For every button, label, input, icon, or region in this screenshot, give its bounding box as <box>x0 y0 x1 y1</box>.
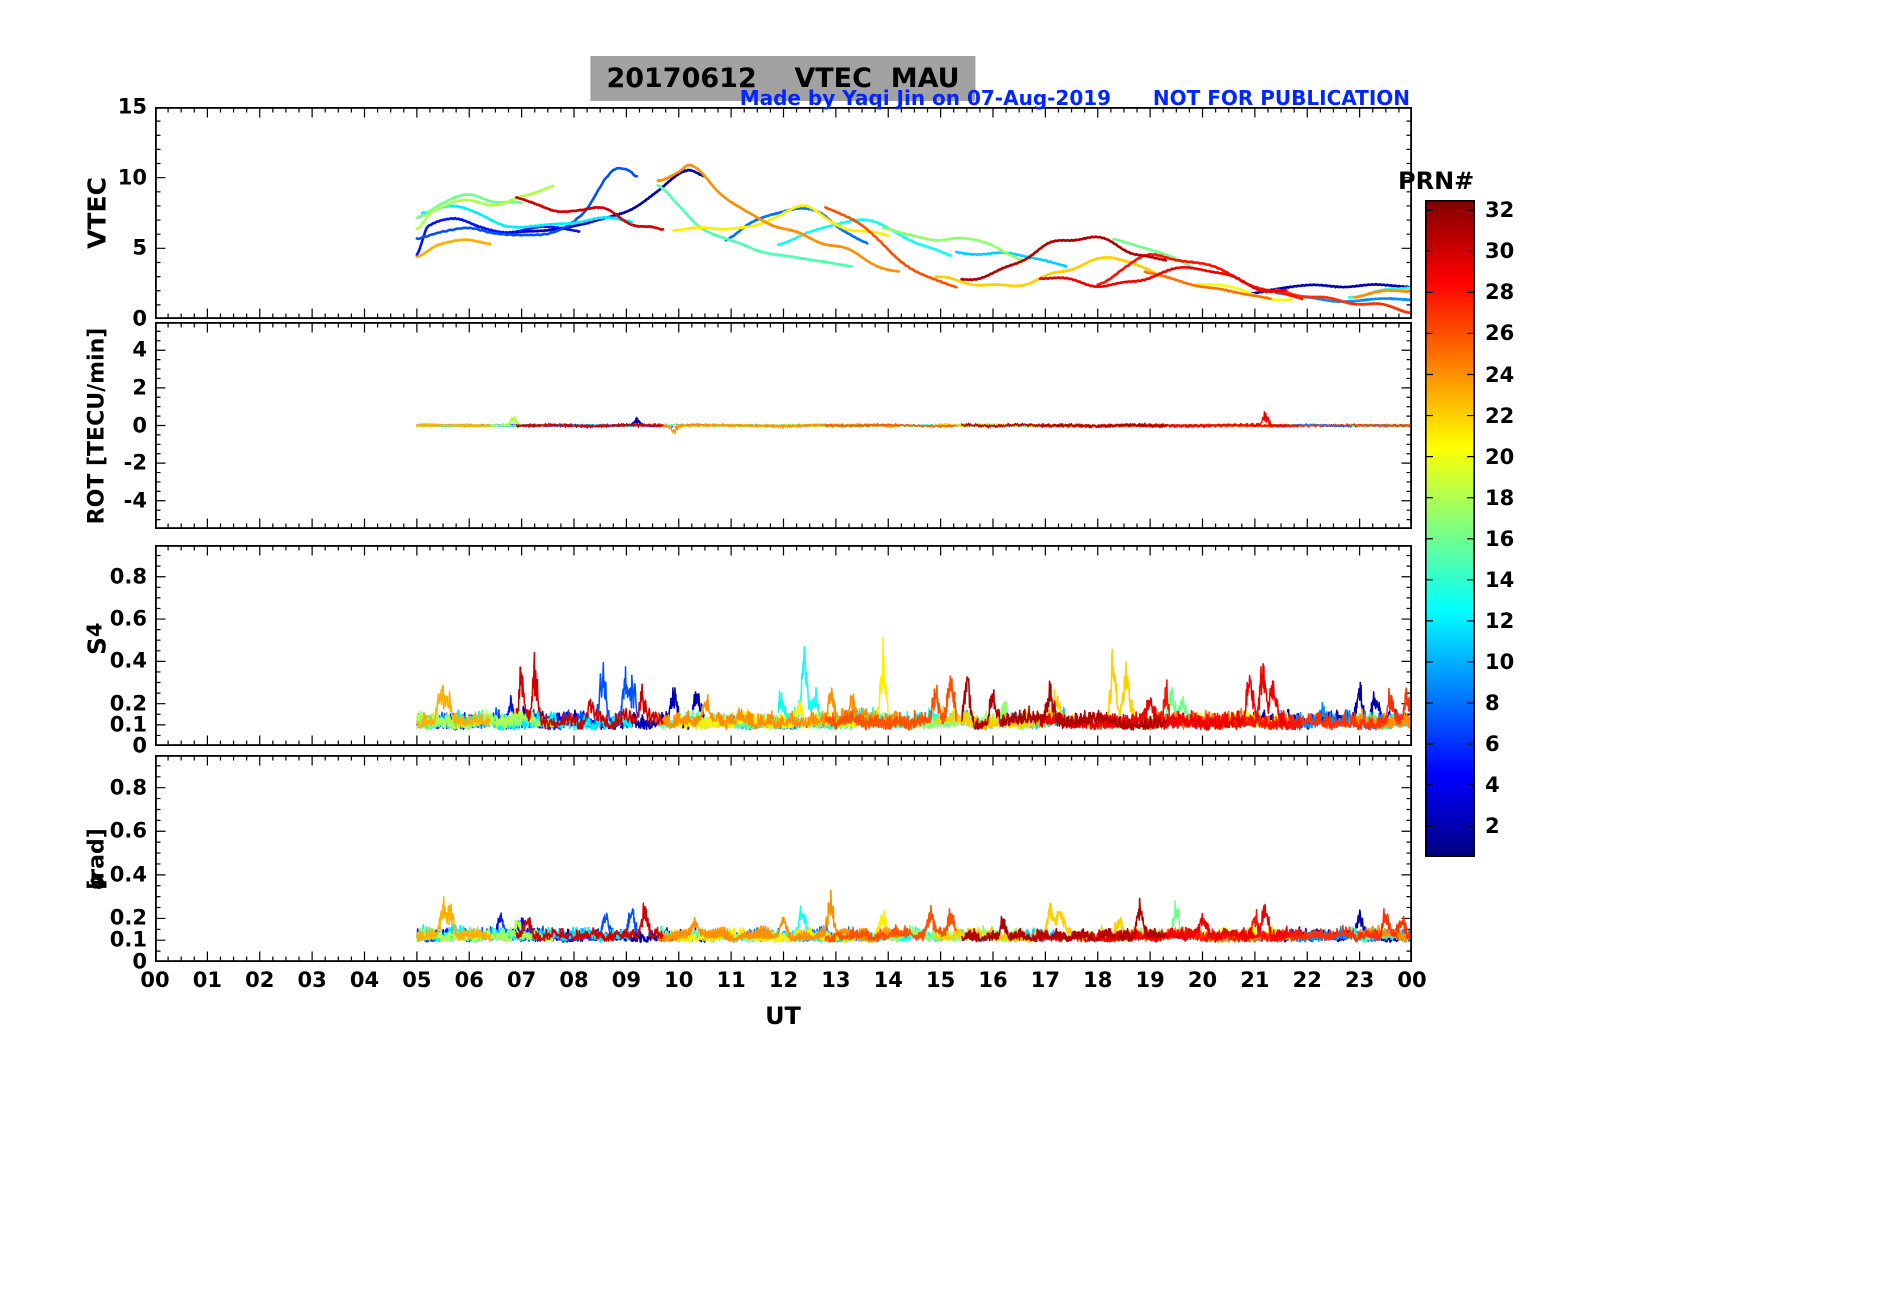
x-tick-label: 19 <box>1135 968 1165 992</box>
x-tick-label: 23 <box>1345 968 1375 992</box>
colorbar-tick-label: 20 <box>1485 444 1515 469</box>
x-tick-label: 12 <box>768 968 799 992</box>
colorbar-title: PRN# <box>1398 167 1475 195</box>
y-tick-label: 5 <box>132 235 147 260</box>
y-tick-label: 0 <box>132 733 147 758</box>
colorbar-tick-label: 8 <box>1485 691 1500 716</box>
x-tick-label: 14 <box>873 968 903 992</box>
colorbar <box>1425 200 1475 857</box>
s4-panel-plot <box>155 545 1412 746</box>
x-tick-label: 05 <box>402 968 432 992</box>
y-tick-label: 4 <box>132 337 147 362</box>
colorbar-tick-label: 4 <box>1485 773 1500 798</box>
y-tick-label: 0.2 <box>109 691 147 716</box>
y-tick-label: 0.8 <box>109 775 147 800</box>
colorbar-tick-label: 26 <box>1485 321 1515 346</box>
y-tick-label: 0 <box>132 306 147 331</box>
figure-title: 20170612 VTEC MAU <box>590 56 976 101</box>
y-tick-label: 0.1 <box>109 927 147 952</box>
y-tick-label: 0.2 <box>109 905 147 930</box>
x-tick-label: 17 <box>1030 968 1060 992</box>
x-tick-label: 08 <box>559 968 589 992</box>
x-tick-label: 00 <box>1397 968 1427 992</box>
x-tick-label: 21 <box>1240 968 1270 992</box>
colorbar-tick-label: 24 <box>1485 362 1515 387</box>
colorbar-tick-label: 22 <box>1485 403 1515 428</box>
y-tick-label: 0.8 <box>109 564 147 589</box>
y-tick-label: 0.6 <box>109 606 147 631</box>
x-tick-label: 13 <box>821 968 851 992</box>
colorbar-tick-label: 30 <box>1485 239 1515 264</box>
x-tick-label: 15 <box>926 968 956 992</box>
colorbar-tick-label: 18 <box>1485 485 1515 510</box>
colorbar-tick-label: 14 <box>1485 567 1515 592</box>
x-tick-label: 00 <box>140 968 170 992</box>
x-tick-label: 06 <box>454 968 484 992</box>
x-tick-label: 02 <box>245 968 275 992</box>
y-tick-label: 0.4 <box>109 648 147 673</box>
x-tick-label: 04 <box>349 968 380 992</box>
colorbar-tick-label: 16 <box>1485 526 1515 551</box>
x-tick-label: 22 <box>1292 968 1322 992</box>
x-tick-label: 10 <box>664 968 694 992</box>
colorbar-tick-label: 10 <box>1485 649 1515 674</box>
x-tick-label: 16 <box>978 968 1008 992</box>
x-axis-label: UT <box>765 1002 801 1030</box>
colorbar-tick-label: 6 <box>1485 732 1500 757</box>
colorbar-tick-label: 2 <box>1485 814 1500 839</box>
colorbar-tick-label: 12 <box>1485 608 1515 633</box>
y-tick-label: 0.6 <box>109 818 147 843</box>
vtec-panel-plot <box>155 107 1412 319</box>
y-tick-label: -4 <box>123 488 147 513</box>
annotation-watermark: Made by Yaqi Jin on 07-Aug-2019 NOT FOR … <box>739 86 1410 110</box>
y-tick-label: 2 <box>132 375 147 400</box>
x-tick-label: 20 <box>1187 968 1218 992</box>
x-tick-label: 01 <box>192 968 222 992</box>
sigma-phi-panel-plot <box>155 755 1412 962</box>
y-tick-label: -2 <box>123 450 147 475</box>
y-tick-label: 0 <box>132 949 147 974</box>
x-tick-label: 11 <box>716 968 746 992</box>
x-tick-label: 03 <box>297 968 327 992</box>
y-tick-label: 15 <box>117 94 147 119</box>
x-tick-label: 07 <box>507 968 537 992</box>
colorbar-tick-label: 32 <box>1485 198 1515 223</box>
y-tick-label: 0 <box>132 413 147 438</box>
rot-panel-plot <box>155 322 1412 529</box>
y-tick-label: 10 <box>117 165 147 190</box>
x-tick-label: 09 <box>611 968 641 992</box>
colorbar-tick-label: 28 <box>1485 280 1515 305</box>
y-tick-label: 0.1 <box>109 712 147 737</box>
y-tick-label: 0.4 <box>109 862 147 887</box>
x-tick-label: 18 <box>1083 968 1113 992</box>
